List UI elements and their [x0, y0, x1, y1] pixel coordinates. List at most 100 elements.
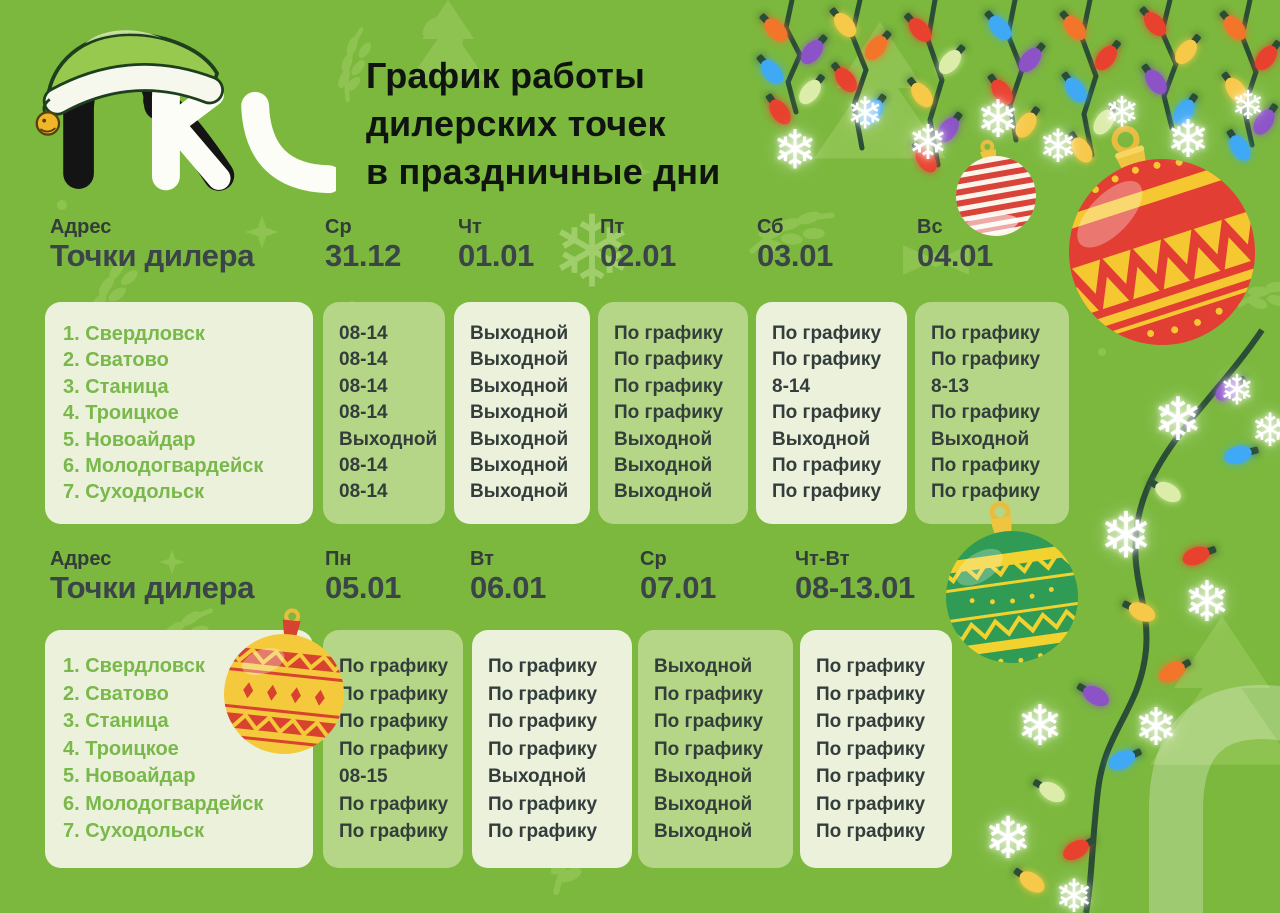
- schedule-cell: 08-14: [339, 402, 388, 424]
- snowflake-icon: ❄: [976, 91, 1020, 149]
- schedule-cell: По графику: [816, 821, 926, 842]
- dealer-address: 5. Новоайдар: [63, 428, 196, 451]
- schedule-cell: Выходной: [339, 428, 438, 450]
- schedule-cell: По графику: [339, 793, 449, 815]
- schedule-cell: 08-14: [339, 455, 388, 477]
- snowflake-icon: ❄: [1166, 111, 1210, 169]
- table1-column-panel: По графику По графику По графику По графику…: [598, 302, 748, 524]
- snowflake-icon: ❄: [907, 117, 949, 170]
- schedule-cell: По графику: [816, 711, 926, 732]
- schedule-cell: 08-15: [339, 766, 388, 787]
- schedule-cell: По графику: [488, 656, 598, 677]
- column-date: 05.01: [325, 570, 402, 605]
- schedule-cell: По графику: [339, 656, 449, 677]
- schedule-cell: По графику: [772, 455, 882, 477]
- column-header: Пт 02.01: [600, 216, 676, 273]
- schedule-cell: 8-13: [931, 375, 970, 397]
- schedule-cell: Выходной: [614, 481, 713, 503]
- elf-hat-icon: [35, 30, 225, 136]
- logo-white-letters: [151, 50, 336, 194]
- dealer-address: 3. Станица: [63, 710, 169, 732]
- column-header: Ср 31.12: [325, 216, 401, 273]
- icicle-garland-icon: [783, 0, 1259, 168]
- snowflake-icon: ❄: [1219, 366, 1255, 414]
- schedule-cell: По графику: [339, 683, 449, 705]
- schedule-cell: Выходной: [654, 656, 753, 677]
- snowflake-icon: ❄: [1152, 386, 1204, 453]
- schedule-cell: По графику: [339, 738, 449, 760]
- column-header: Пн 05.01: [325, 548, 401, 605]
- schedule-cell: Выходной: [470, 375, 569, 397]
- column-day: Вт: [470, 548, 494, 570]
- garland-bulbs: [751, 2, 1280, 177]
- column-day: Вс: [917, 216, 943, 238]
- snowflake-icon: ❄: [1134, 699, 1178, 757]
- table1-column-panel: 08-14 08-14 08-14 08-14 Выходной 08-14 08-14: [323, 302, 445, 524]
- schedule-cell: По графику: [772, 349, 882, 371]
- title-line: дилерских точек: [366, 103, 666, 144]
- dealer-address: 7. Суходольск: [63, 820, 205, 842]
- schedule-cell: 08-14: [339, 481, 388, 503]
- dealer-address: 7. Суходольск: [63, 481, 205, 504]
- table2-column-panel: По графику По графику По графику По графику…: [800, 630, 952, 868]
- schedule-cell: Выходной: [614, 428, 713, 450]
- schedule-cell: Выходной: [470, 481, 569, 503]
- column-header: Ср 07.01: [640, 548, 716, 605]
- schedule-cell: По графику: [654, 683, 764, 705]
- address-header-small: Адрес: [50, 548, 112, 570]
- schedule-cell: 8-14: [772, 375, 811, 397]
- schedule-cell: По графику: [654, 738, 764, 760]
- column-day: Чт-Вт: [795, 548, 850, 570]
- table1-column-panel: По графику По графику 8-13 По графику Выходн…: [915, 302, 1069, 524]
- schedule-cell: По графику: [931, 323, 1041, 344]
- schedule-cell: По графику: [488, 793, 598, 815]
- table2-column-panel: Выходной По графику По графику По графику Вы…: [638, 630, 793, 868]
- schedule-cell: По графику: [614, 402, 724, 424]
- column-date: 31.12: [325, 238, 402, 273]
- logo-black-letter: [63, 52, 235, 191]
- dealer-address: 5. Новоайдар: [63, 765, 196, 787]
- snowflake-icon: ❄: [1099, 499, 1153, 572]
- schedule-cell: 08-14: [339, 323, 388, 344]
- schedule-cell: По графику: [488, 711, 598, 732]
- schedule-cell: Выходной: [931, 428, 1030, 450]
- schedule-cell: По графику: [931, 481, 1041, 503]
- brand-logo: [35, 30, 336, 194]
- schedule-cell: 08-14: [339, 375, 388, 397]
- table2-column-panel: По графику По графику По графику По графику…: [323, 630, 463, 868]
- bell-icon: [35, 111, 61, 136]
- column-date: 01.01: [458, 238, 535, 273]
- schedule-cell: По графику: [816, 793, 926, 815]
- schedule-cell: Выходной: [470, 428, 569, 450]
- dealer-address: 2. Сватово: [63, 349, 169, 372]
- schedule-cell: По графику: [931, 455, 1041, 477]
- schedule-cell: По графику: [816, 683, 926, 705]
- table2-address-panel: 1. Свердловск 2. Сватово 3. Станица 4. Трои…: [45, 630, 313, 868]
- dealer-address: 4. Троицкое: [63, 737, 179, 760]
- snowflake-icon: ❄: [1054, 870, 1094, 913]
- schedule-cell: Выходной: [614, 455, 713, 477]
- snowflake-icon: ❄: [1104, 88, 1140, 136]
- snowflake-icon: ❄: [772, 120, 818, 181]
- dealer-address: 4. Троицкое: [63, 402, 179, 425]
- table1-column-panel: Выходной Выходной Выходной Выходной Выходной…: [454, 302, 590, 524]
- schedule-cell: По графику: [816, 738, 926, 760]
- snowflake-icon: ❄: [1038, 120, 1078, 172]
- dealer-address: 1. Свердловск: [63, 655, 205, 677]
- title-line: График работы: [366, 55, 646, 96]
- column-day: Ср: [325, 216, 352, 238]
- schedule-cell: По графику: [816, 656, 926, 677]
- schedule-cell: Выходной: [654, 766, 753, 787]
- schedule-cell: По графику: [614, 323, 724, 344]
- address-header-small: Адрес: [50, 216, 112, 238]
- column-date: 02.01: [600, 238, 677, 273]
- address-header-big: Точки дилера: [50, 570, 255, 605]
- snowflake-icon: ❄: [1183, 570, 1231, 633]
- dealer-address: 2. Сватово: [63, 682, 169, 705]
- column-date: 06.01: [470, 570, 547, 605]
- schedule-cell: По графику: [772, 323, 882, 344]
- schedule-cell: По графику: [654, 711, 764, 732]
- schedule-cell: Выходной: [654, 793, 753, 815]
- table2-address-header: Адрес Точки дилера: [50, 548, 254, 605]
